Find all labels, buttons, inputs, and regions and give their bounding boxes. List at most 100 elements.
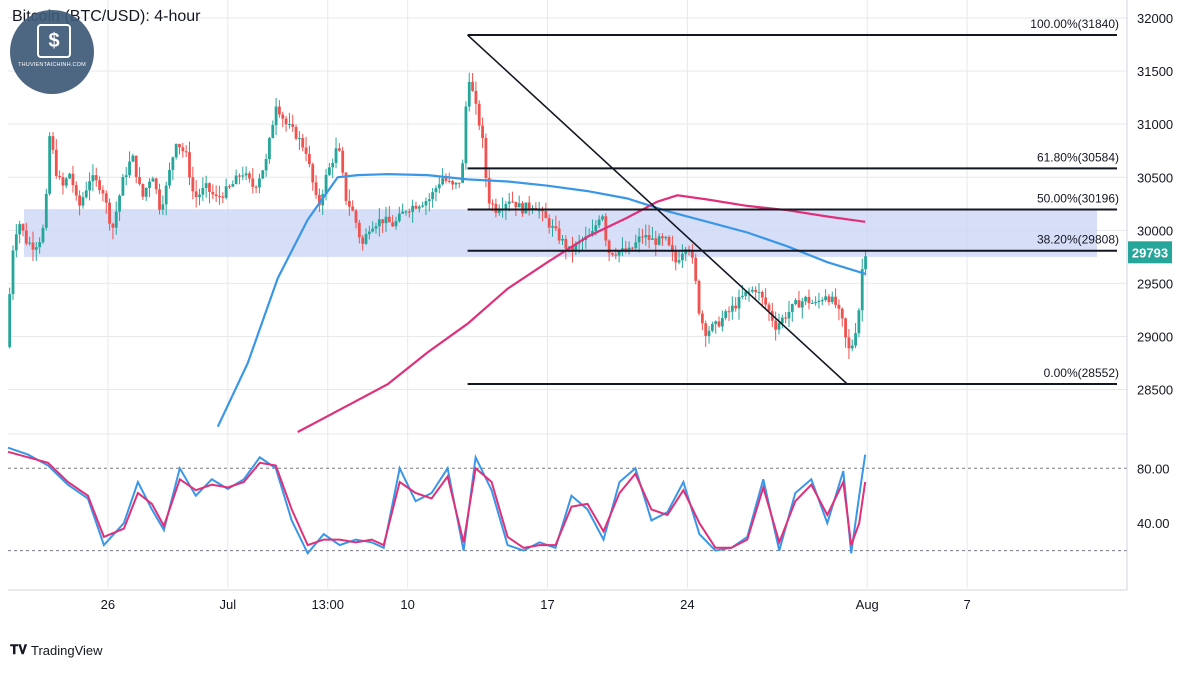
candle-down [381, 219, 385, 224]
candle-up [28, 242, 32, 244]
candle-down [108, 202, 111, 224]
candle-up [857, 310, 861, 334]
moving-average-fast-line [216, 172, 866, 428]
candle-up [68, 173, 72, 179]
candle-up [271, 125, 275, 139]
candle-up [404, 211, 408, 213]
candle-down [278, 106, 281, 115]
candle-down [807, 296, 811, 304]
time-tick-label: 17 [540, 597, 554, 612]
candle-up [121, 177, 125, 196]
candle-up [551, 226, 554, 228]
candle-down [527, 202, 531, 209]
candle-up [787, 311, 791, 319]
candle-up [504, 203, 508, 209]
candle-down [138, 177, 141, 185]
time-tick-label: 13:00 [311, 597, 344, 612]
fib-level-label: 100.00%(31840) [1030, 17, 1119, 31]
candle-up [34, 247, 38, 250]
candle-down [827, 296, 831, 303]
candle-up [401, 211, 405, 214]
candle-down [451, 181, 455, 185]
price-tick-label: 30500 [1137, 170, 1173, 185]
candle-up [264, 159, 268, 171]
candle-up [740, 295, 744, 297]
candle-up [790, 304, 794, 312]
candle-down [248, 173, 251, 179]
candle-down [58, 175, 62, 178]
dollar-book-icon: $ [37, 24, 71, 58]
candle-up [730, 305, 734, 312]
candle-up [800, 301, 804, 308]
watermark-text: THUVIENTAICHINH.COM [18, 62, 86, 68]
candle-up [720, 318, 724, 327]
candle-down [797, 300, 801, 308]
candle-up [467, 81, 471, 107]
candle-down [834, 296, 837, 305]
candle-up [830, 296, 834, 303]
oscillator-slow-line [7, 450, 867, 549]
candle-down [104, 193, 108, 203]
candle-up [427, 199, 431, 202]
candle-up [151, 178, 155, 182]
candle-up [810, 302, 814, 304]
candle-up [617, 251, 621, 256]
candle-down [511, 201, 514, 203]
candle-down [690, 250, 694, 258]
candle-up [298, 137, 301, 139]
candle-up [820, 300, 824, 302]
candle-up [737, 296, 741, 309]
time-tick-label: Aug [856, 597, 879, 612]
candle-down [78, 195, 82, 206]
candle-up [860, 269, 864, 311]
candle-down [21, 224, 25, 231]
candle-down [188, 152, 191, 178]
candle-up [864, 256, 867, 270]
time-tick-label: Jul [219, 597, 236, 612]
candle-up [531, 208, 534, 210]
candle-down [697, 280, 701, 314]
candle-up [384, 216, 388, 224]
candle-down [481, 125, 484, 138]
candle-up [131, 155, 135, 162]
candle-down [101, 190, 105, 194]
candle-up [637, 236, 641, 243]
candle-down [178, 144, 181, 148]
tradingview-brand[interactable]: 𝐓𝐕 TradingView [10, 642, 103, 658]
candle-up [714, 321, 718, 325]
candle-up [824, 296, 828, 301]
candle-down [844, 318, 847, 338]
candle-up [454, 182, 458, 185]
candle-down [181, 147, 185, 152]
candle-down [284, 118, 288, 125]
candle-down [447, 180, 451, 182]
candle-down [218, 196, 221, 198]
candle-down [734, 305, 738, 309]
candle-down [407, 211, 411, 213]
candle-up [724, 311, 728, 319]
candle-up [44, 193, 48, 228]
candle-up [634, 242, 638, 249]
candle-up [118, 195, 121, 212]
candle-down [571, 246, 574, 251]
candle-up [174, 144, 178, 158]
candle-down [238, 175, 241, 177]
candle-down [61, 177, 65, 186]
candle-down [291, 124, 295, 128]
candle-up [114, 211, 118, 228]
candle-down [700, 313, 704, 324]
candle-up [394, 221, 398, 227]
fib-level-label: 38.20%(29808) [1037, 233, 1119, 247]
candle-up [8, 294, 12, 348]
fib-level-label: 0.00%(28552) [1044, 366, 1119, 380]
candle-up [371, 228, 375, 232]
candle-up [854, 333, 857, 346]
candle-down [294, 127, 298, 139]
candle-up [411, 205, 415, 212]
candle-up [148, 181, 151, 188]
time-tick-label: 24 [680, 597, 694, 612]
candle-up [561, 238, 564, 241]
candle-down [228, 186, 231, 188]
candle-down [544, 211, 548, 219]
